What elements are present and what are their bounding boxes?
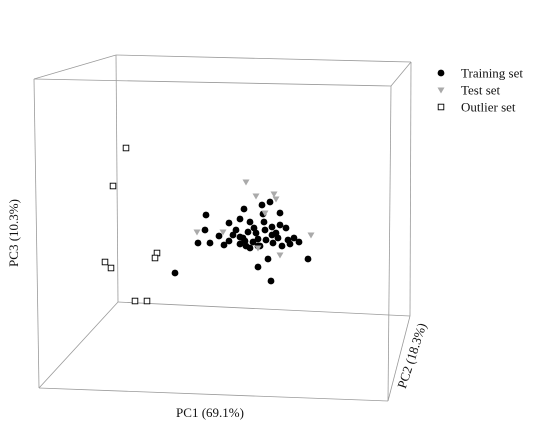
training-set-point	[269, 239, 277, 247]
test-set-point	[270, 191, 278, 198]
training-set-point	[260, 218, 268, 226]
training-set-point	[215, 232, 223, 240]
legend-test-set-label: Test set	[461, 83, 501, 98]
test-set-point	[242, 179, 250, 186]
training-set-point	[171, 269, 179, 277]
training-set-point	[249, 238, 257, 246]
training-set-point	[304, 255, 312, 263]
training-set-point	[236, 240, 244, 248]
test-set-point	[261, 210, 269, 217]
legend-test-set-marker	[437, 87, 445, 94]
training-set-point	[261, 226, 269, 234]
legend-training-set-marker	[437, 69, 445, 77]
training-set-point	[295, 238, 303, 246]
box-edge-back-top	[115, 54, 412, 63]
outlier-set-point	[143, 297, 151, 305]
training-set-point	[268, 223, 276, 231]
test-set-point	[252, 193, 260, 200]
outlier-set-point	[131, 297, 139, 305]
training-set-point	[246, 218, 254, 226]
outlier-set-point	[101, 258, 109, 266]
training-set-point	[202, 211, 210, 219]
bounding-box	[33, 54, 412, 402]
training-set-point	[286, 240, 294, 248]
training-set-point	[262, 236, 270, 244]
training-set-point	[232, 226, 240, 234]
training-set-point	[240, 205, 248, 213]
training-set-point	[236, 233, 244, 241]
legend: Training set Test set Outlier set	[437, 66, 523, 115]
box-edge-front-top	[33, 78, 392, 87]
outlier-set-point	[151, 254, 159, 262]
box-edge-front-right	[387, 85, 392, 402]
training-set-point	[278, 242, 286, 250]
z-axis-label: PC3 (10.3%)	[6, 199, 21, 267]
training-set-point	[246, 244, 254, 252]
box-edge-back-right	[409, 61, 412, 317]
training-set-point	[225, 237, 233, 245]
training-set-point	[282, 224, 290, 232]
test-set-point	[254, 245, 262, 252]
training-set-point	[290, 234, 298, 242]
test-set-point	[307, 232, 315, 239]
box-edge-depth-top-right	[390, 61, 412, 87]
legend-outlier-set-label: Outlier set	[461, 100, 516, 115]
data-points	[101, 144, 315, 305]
outlier-set-point	[122, 144, 130, 152]
outlier-set-point	[109, 182, 117, 190]
training-set-point	[274, 234, 282, 242]
legend-training-set-label: Training set	[461, 66, 523, 81]
training-set-point	[225, 219, 233, 227]
box-edge-front-bottom	[38, 387, 389, 402]
training-set-point	[194, 239, 202, 247]
training-set-point	[276, 221, 284, 229]
training-set-point	[264, 255, 272, 263]
training-set-point	[236, 215, 244, 223]
training-set-point	[258, 201, 266, 209]
training-set-point	[267, 277, 275, 285]
training-set-point	[254, 263, 262, 271]
training-set-point	[252, 229, 260, 237]
box-edge-back-bottom	[117, 301, 411, 317]
test-set-point	[276, 252, 284, 259]
box-edge-depth-bottom-right	[387, 315, 411, 402]
x-axis-label: PC1 (69.1%)	[176, 405, 244, 420]
box-edge-back-left	[115, 54, 119, 303]
training-set-point	[229, 231, 237, 239]
training-set-point	[206, 239, 214, 247]
test-set-point	[219, 229, 227, 236]
box-edge-depth-top-left	[33, 54, 117, 80]
legend-outlier-set-marker	[437, 103, 445, 111]
outlier-set-point	[107, 264, 115, 272]
test-set-point	[193, 229, 201, 236]
box-edge-front-left	[33, 78, 40, 389]
test-set-point	[272, 196, 280, 203]
training-set-point	[254, 235, 262, 243]
training-set-point	[220, 241, 228, 249]
training-set-point	[201, 226, 209, 234]
box-edge-depth-bottom-left	[38, 301, 119, 389]
training-set-point	[276, 209, 284, 217]
training-set-point	[244, 228, 252, 236]
training-set-point	[266, 198, 274, 206]
